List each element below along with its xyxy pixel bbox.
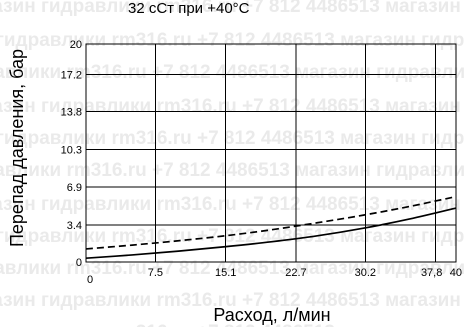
x-tick-label: 30.2	[355, 267, 376, 279]
x-tick-label: 7.5	[148, 267, 163, 279]
grid-lines	[86, 44, 456, 262]
y-tick-labels: 0 3.4 6.9 10.3 13.8 17.2 20	[61, 39, 82, 269]
y-tick-label: 20	[70, 39, 82, 51]
y-tick-label: 3.4	[67, 220, 82, 232]
y-tick-label: 13.8	[61, 107, 82, 119]
watermark-text: магазин гидравлики rm316.ru +7 812 44865…	[0, 62, 464, 83]
watermark-text: магазин гидравлики rm316.ru +7 812 44865…	[0, 160, 464, 181]
watermark-text: магазин гидравлики rm316.ru +7 812 44865…	[0, 194, 464, 215]
watermark-text: магазин гидравлики rm316.ru +7 812 44865…	[0, 322, 464, 327]
series-line-solid	[85, 207, 457, 260]
watermark-text: магазин гидравлики rm316.ru +7 812 44865…	[0, 258, 464, 279]
y-tick-label: 0	[76, 257, 82, 269]
watermark-text: магазин гидравлики rm316.ru +7 812 44865…	[0, 0, 464, 17]
chart-title: 32 сСт при +40°С	[128, 0, 250, 17]
x-axis-title: Расход, л/мин	[213, 305, 330, 325]
y-tick-label: 10.3	[61, 145, 82, 157]
series-line-dashed	[85, 195, 457, 250]
y-tick-label: 6.9	[67, 182, 82, 194]
watermark-text: магазин гидравлики rm316.ru +7 812 44865…	[0, 30, 464, 51]
watermark-text: магазин гидравлики rm316.ru +7 812 44865…	[0, 290, 464, 311]
x-tick-label: 37,8	[421, 267, 442, 279]
y-axis-title: Перепад давления, бар	[7, 49, 27, 247]
x-tick-label: 22.7	[285, 267, 306, 279]
plot-frame	[85, 43, 457, 263]
x-tick-labels: 0 7.5 15.1 22.7 30.2 37,8 40	[87, 267, 462, 286]
y-tick-label: 17.2	[61, 70, 82, 82]
watermark-text: магазин гидравлики rm316.ru +7 812 44865…	[0, 128, 464, 149]
x-tick-label: 15.1	[215, 267, 236, 279]
x-tick-label: 0	[87, 274, 93, 286]
x-tick-label: 40	[450, 267, 462, 279]
series-layer	[85, 195, 457, 260]
